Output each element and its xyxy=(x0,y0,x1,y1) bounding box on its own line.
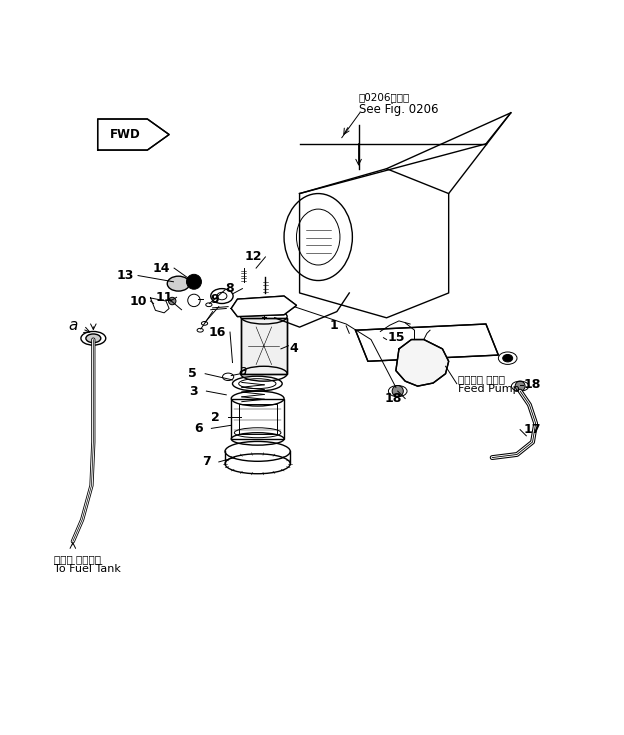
Polygon shape xyxy=(98,119,169,150)
Text: 16: 16 xyxy=(209,326,227,339)
Text: a: a xyxy=(68,318,77,333)
Text: 18: 18 xyxy=(524,379,541,392)
Text: 5: 5 xyxy=(188,368,197,380)
Ellipse shape xyxy=(86,334,101,343)
Circle shape xyxy=(392,386,403,397)
Text: 13: 13 xyxy=(117,269,134,282)
Text: 4: 4 xyxy=(289,343,298,355)
Polygon shape xyxy=(356,324,499,362)
Text: 8: 8 xyxy=(226,282,234,295)
Text: Feed Pump: Feed Pump xyxy=(458,384,520,394)
Text: 10: 10 xyxy=(129,295,147,307)
Ellipse shape xyxy=(211,289,233,304)
Text: a: a xyxy=(238,364,246,378)
Text: 2: 2 xyxy=(212,411,220,423)
Bar xyxy=(241,318,287,373)
Circle shape xyxy=(168,297,176,305)
Text: 9: 9 xyxy=(211,293,220,306)
Text: 第0206図参照: 第0206図参照 xyxy=(359,93,410,102)
Text: 18: 18 xyxy=(384,392,401,405)
Text: 12: 12 xyxy=(244,251,261,263)
Text: 6: 6 xyxy=(195,422,203,435)
Text: フィード ポンプ: フィード ポンプ xyxy=(458,373,505,384)
Polygon shape xyxy=(232,296,296,317)
Text: See Fig. 0206: See Fig. 0206 xyxy=(359,103,438,116)
Bar xyxy=(232,398,284,439)
Text: 15: 15 xyxy=(387,331,404,344)
Circle shape xyxy=(187,274,202,290)
Text: FWD: FWD xyxy=(110,128,141,141)
Text: 1: 1 xyxy=(329,320,338,332)
Bar xyxy=(239,404,276,434)
Text: 17: 17 xyxy=(524,423,541,436)
Ellipse shape xyxy=(503,354,513,362)
Ellipse shape xyxy=(167,276,190,291)
Circle shape xyxy=(515,381,525,391)
Text: 14: 14 xyxy=(153,262,170,275)
Polygon shape xyxy=(396,340,449,386)
Text: 7: 7 xyxy=(202,456,211,468)
Text: 11: 11 xyxy=(155,291,173,304)
Text: 3: 3 xyxy=(190,384,198,398)
Text: フエル タンクへ: フエル タンクへ xyxy=(54,554,101,564)
Bar xyxy=(241,318,287,373)
Text: To Fuel Tank: To Fuel Tank xyxy=(54,564,121,574)
